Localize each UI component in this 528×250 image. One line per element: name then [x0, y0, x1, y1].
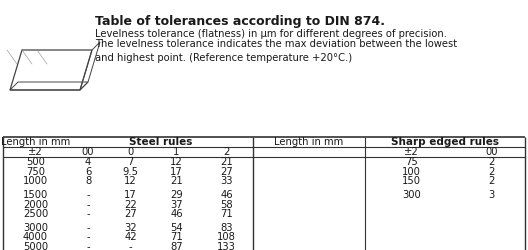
Text: 17: 17 — [124, 190, 137, 200]
Text: 2: 2 — [488, 157, 495, 167]
Text: 00: 00 — [82, 147, 95, 157]
Text: 108: 108 — [217, 232, 236, 242]
Text: 2: 2 — [488, 167, 495, 177]
Text: 9.5: 9.5 — [122, 167, 138, 177]
Text: 4: 4 — [85, 157, 91, 167]
Text: -: - — [86, 223, 90, 233]
Text: ±2: ±2 — [404, 147, 419, 157]
Text: Steel rules: Steel rules — [129, 137, 192, 147]
Text: 100: 100 — [402, 167, 421, 177]
Text: 0: 0 — [127, 147, 134, 157]
Text: 87: 87 — [170, 242, 183, 250]
Text: 27: 27 — [124, 210, 137, 220]
Text: 12: 12 — [170, 157, 183, 167]
Text: -: - — [86, 200, 90, 209]
Text: 46: 46 — [170, 210, 183, 220]
Text: 00: 00 — [485, 147, 498, 157]
Text: 37: 37 — [170, 200, 183, 209]
Text: 71: 71 — [220, 210, 233, 220]
Text: -: - — [129, 242, 133, 250]
Text: 150: 150 — [402, 176, 421, 186]
Text: 6: 6 — [85, 167, 91, 177]
Text: 3: 3 — [488, 190, 495, 200]
Text: 300: 300 — [402, 190, 421, 200]
Text: The levelness tolerance indicates the max deviation between the lowest
and highe: The levelness tolerance indicates the ma… — [95, 39, 457, 62]
Text: Length in mm: Length in mm — [1, 137, 70, 147]
Text: 500: 500 — [26, 157, 45, 167]
Text: -: - — [86, 210, 90, 220]
Text: 54: 54 — [170, 223, 183, 233]
Text: 7: 7 — [127, 157, 134, 167]
Text: ±2: ±2 — [28, 147, 43, 157]
Text: 21: 21 — [170, 176, 183, 186]
Text: -: - — [86, 232, 90, 242]
Text: -: - — [86, 190, 90, 200]
Text: 8: 8 — [85, 176, 91, 186]
Text: 32: 32 — [124, 223, 137, 233]
Text: 58: 58 — [220, 200, 233, 209]
Text: 21: 21 — [220, 157, 233, 167]
Text: 71: 71 — [170, 232, 183, 242]
Text: 1000: 1000 — [23, 176, 48, 186]
Text: 12: 12 — [124, 176, 137, 186]
Text: 42: 42 — [124, 232, 137, 242]
Text: 46: 46 — [220, 190, 233, 200]
Text: 2500: 2500 — [23, 210, 48, 220]
Text: 2000: 2000 — [23, 200, 48, 209]
Text: 133: 133 — [217, 242, 236, 250]
Text: 22: 22 — [124, 200, 137, 209]
Text: 27: 27 — [220, 167, 233, 177]
Text: 33: 33 — [220, 176, 233, 186]
Text: 83: 83 — [220, 223, 233, 233]
Text: 17: 17 — [170, 167, 183, 177]
Text: 750: 750 — [26, 167, 45, 177]
Text: Levelness tolerance (flatness) in μm for different degrees of precision.: Levelness tolerance (flatness) in μm for… — [95, 29, 447, 39]
Text: 75: 75 — [405, 157, 418, 167]
Text: 3000: 3000 — [23, 223, 48, 233]
Text: 2: 2 — [223, 147, 230, 157]
Text: Sharp edged rules: Sharp edged rules — [391, 137, 499, 147]
Text: 5000: 5000 — [23, 242, 48, 250]
Text: 29: 29 — [170, 190, 183, 200]
Text: Length in mm: Length in mm — [275, 137, 344, 147]
Text: 2: 2 — [488, 176, 495, 186]
Text: -: - — [86, 242, 90, 250]
Text: 1: 1 — [173, 147, 180, 157]
Text: 1500: 1500 — [23, 190, 48, 200]
Text: 4000: 4000 — [23, 232, 48, 242]
Text: Table of tolerances according to DIN 874.: Table of tolerances according to DIN 874… — [95, 15, 385, 28]
